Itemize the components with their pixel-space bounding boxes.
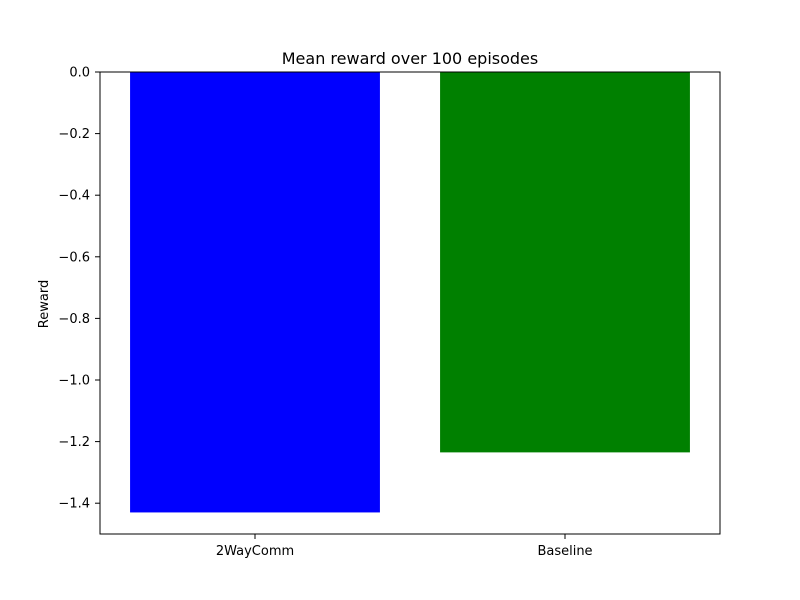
y-tick-label: −0.8 bbox=[58, 312, 90, 327]
y-tick-label: −1.0 bbox=[58, 374, 90, 389]
bar-2waycomm bbox=[130, 72, 380, 513]
y-tick-label: −1.2 bbox=[58, 435, 90, 450]
y-tick-label: 0.0 bbox=[69, 66, 90, 81]
y-tick-label: −0.2 bbox=[58, 127, 90, 142]
x-axis-ticks: 2WayComm Baseline bbox=[216, 534, 593, 559]
bar-baseline bbox=[440, 72, 690, 453]
y-tick-label: −0.4 bbox=[58, 189, 90, 204]
plot-frame bbox=[99, 71, 721, 535]
chart-title: Mean reward over 100 episodes bbox=[282, 49, 538, 68]
y-tick-label: −1.4 bbox=[58, 497, 90, 512]
y-axis-ticks: 0.0 −0.2 −0.4 −0.6 −0.8 −1.0 −1.2 −1.4 bbox=[58, 66, 100, 512]
x-tick-label: Baseline bbox=[537, 544, 592, 559]
y-tick-label: −0.6 bbox=[58, 250, 90, 265]
bar-group bbox=[130, 72, 690, 513]
y-axis-label: Reward bbox=[37, 280, 52, 328]
x-tick-label: 2WayComm bbox=[216, 544, 294, 559]
